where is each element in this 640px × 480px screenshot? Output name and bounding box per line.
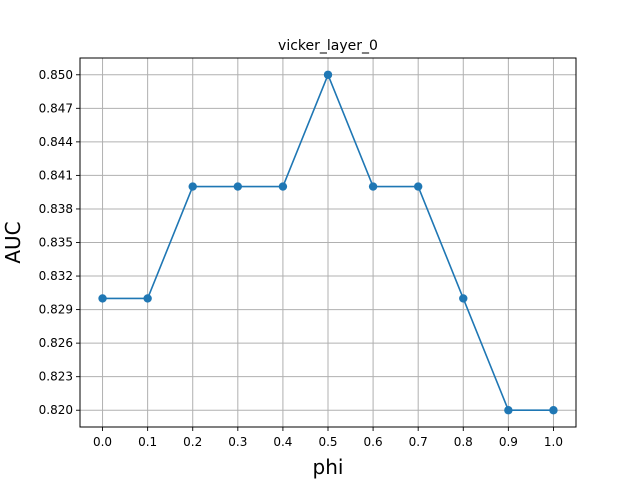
data-point: [323, 70, 333, 79]
x-tick-label: 0.8: [454, 435, 473, 449]
x-tick-label: 1.0: [544, 435, 563, 449]
data-point: [504, 406, 513, 415]
y-tick-label: 0.829: [39, 303, 73, 317]
series-layer: [98, 70, 558, 415]
data-point: [413, 182, 423, 191]
y-axis-label: AUC: [1, 221, 25, 263]
y-tick-label: 0.838: [39, 202, 73, 216]
x-tick-label: 0.1: [138, 435, 157, 449]
y-tick-label: 0.847: [39, 101, 73, 115]
y-tick-label: 0.844: [39, 135, 73, 149]
data-point: [459, 294, 468, 303]
data-point: [278, 182, 288, 191]
x-tick-label: 0.5: [318, 435, 337, 449]
x-tick-label: 0.7: [409, 435, 428, 449]
x-tick-label: 0.4: [273, 435, 292, 449]
y-axis-ticks: 0.820 0.823 0.826 0.829 0.832 0.835 0.838 0.841…: [39, 68, 80, 417]
y-tick-label: 0.823: [39, 370, 73, 384]
y-tick-label: 0.841: [39, 168, 73, 182]
chart-title: vicker_layer_0: [278, 38, 378, 54]
y-tick-label: 0.850: [39, 68, 73, 82]
data-point: [143, 294, 152, 303]
y-tick-label: 0.826: [39, 336, 73, 350]
x-axis-ticks: 0.0 0.1 0.2 0.3 0.4 0.5 0.6 0.7 0.8 0.9 1.0: [93, 427, 563, 449]
x-tick-label: 0.2: [183, 435, 202, 449]
data-point: [549, 406, 558, 415]
y-tick-label: 0.820: [39, 403, 73, 417]
data-point: [98, 294, 107, 303]
grid-lines: [80, 58, 576, 427]
x-tick-label: 0.9: [499, 435, 518, 449]
y-tick-label: 0.832: [39, 269, 73, 283]
x-axis-label: phi: [313, 455, 344, 479]
data-point: [233, 182, 243, 191]
data-point: [368, 182, 378, 191]
x-tick-label: 0.0: [93, 435, 112, 449]
x-tick-label: 0.6: [364, 435, 383, 449]
x-tick-label: 0.3: [228, 435, 247, 449]
data-point: [188, 182, 197, 191]
y-tick-label: 0.835: [39, 236, 73, 250]
